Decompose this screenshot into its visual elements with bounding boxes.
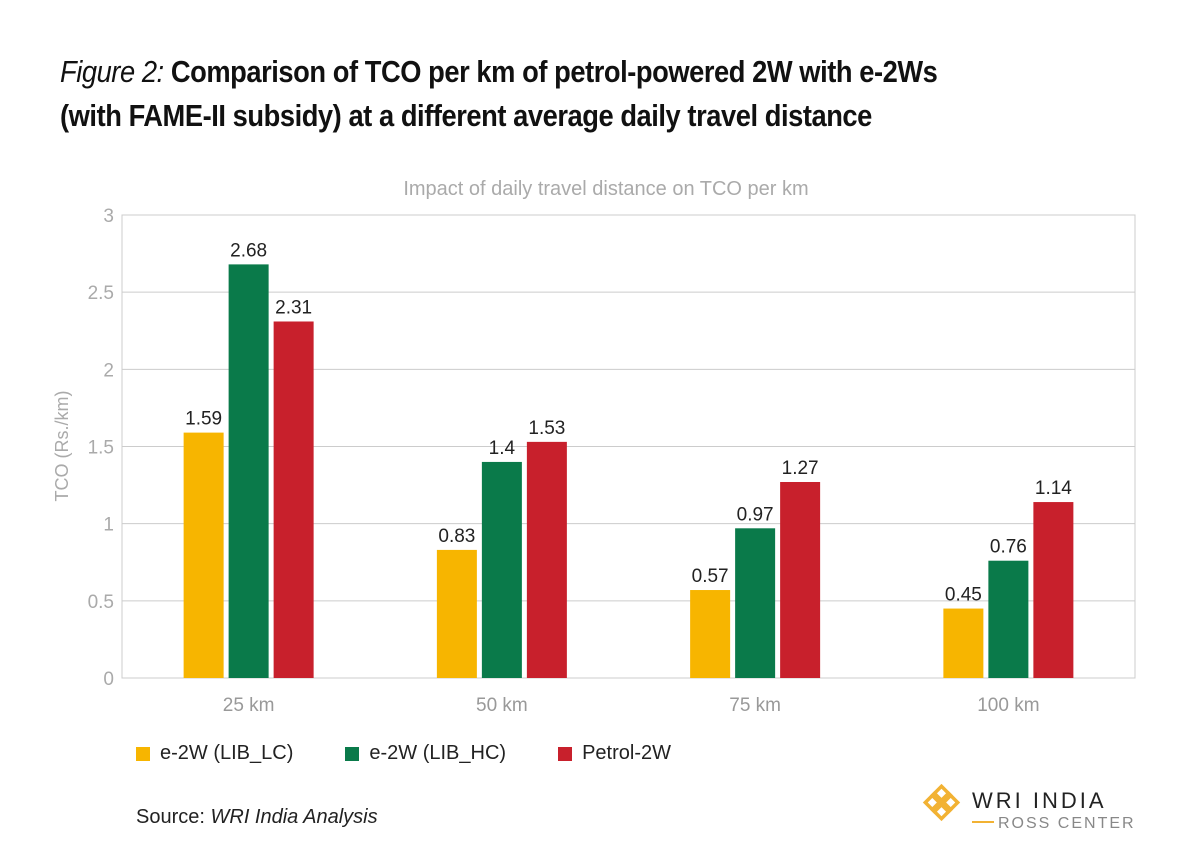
y-tick-label: 2.5 — [88, 283, 114, 304]
knot-icon — [922, 784, 961, 822]
bar — [943, 608, 984, 678]
data-label: 2.68 — [230, 240, 267, 261]
svg-text:WRI INDIA: WRI INDIA — [972, 788, 1107, 813]
x-tick-label: 25 km — [223, 695, 275, 716]
y-tick-label: 0.5 — [88, 592, 114, 613]
bar — [436, 549, 477, 678]
y-tick-label: 2 — [103, 360, 114, 381]
legend-label: Petrol-2W — [582, 742, 671, 764]
x-tick-label: 50 km — [476, 695, 528, 716]
legend-swatch — [136, 746, 150, 761]
legend-swatch — [345, 746, 360, 761]
y-tick-label: 3 — [103, 206, 114, 227]
figure-title: Figure 2: Comparison of TCO per km of pe… — [60, 50, 940, 138]
data-label: 0.76 — [990, 537, 1027, 558]
x-tick-label: 75 km — [729, 695, 781, 716]
bar — [183, 432, 224, 678]
bar — [780, 481, 821, 678]
bar — [1033, 502, 1074, 678]
legend-swatch — [558, 746, 573, 761]
y-tick-label: 0 — [103, 669, 114, 690]
legend-item-lib-hc: e-2W (LIB_HC) — [345, 742, 506, 765]
bar — [735, 528, 776, 678]
data-label: 1.14 — [1035, 478, 1072, 499]
wri-india-logo: WRI INDIA ROSS CENTER — [922, 784, 1136, 832]
data-label: 0.45 — [945, 585, 982, 606]
x-tick-label: 100 km — [977, 695, 1039, 716]
figure-title-line2: (with FAME-II subsidy) at a different av… — [60, 98, 872, 133]
legend-label: e-2W (LIB_LC) — [160, 742, 294, 764]
data-label: 0.83 — [438, 526, 475, 547]
bar — [228, 264, 269, 678]
data-label: 1.27 — [782, 458, 819, 479]
y-tick-label: 1 — [103, 515, 114, 536]
figure-label: Figure 2: — [60, 54, 164, 89]
source-label: Source: — [136, 806, 205, 828]
data-label: 0.97 — [737, 504, 774, 525]
svg-text:ROSS CENTER: ROSS CENTER — [998, 815, 1136, 832]
y-axis-label: TCO (Rs./km) — [52, 391, 72, 502]
bar — [988, 560, 1029, 678]
data-label: 1.53 — [528, 418, 565, 439]
source-value: WRI India Analysis — [210, 806, 378, 828]
chart-title: Impact of daily travel distance on TCO p… — [403, 178, 808, 200]
bar — [481, 461, 522, 678]
bar — [526, 441, 567, 678]
data-label: 0.57 — [692, 566, 729, 587]
legend-item-lib-lc: e-2W (LIB_LC) — [136, 742, 293, 765]
source-note: Source: WRI India Analysis — [136, 806, 378, 829]
data-label: 2.31 — [275, 297, 312, 318]
data-label: 1.4 — [489, 438, 516, 459]
data-label: 1.59 — [185, 409, 222, 430]
bar — [273, 321, 314, 678]
figure-title-line1: Comparison of TCO per km of petrol-power… — [170, 54, 938, 89]
legend: e-2W (LIB_LC) e-2W (LIB_HC) Petrol-2W — [136, 742, 671, 765]
legend-item-petrol: Petrol-2W — [558, 742, 671, 765]
bar — [690, 590, 731, 678]
y-tick-label: 1.5 — [88, 438, 114, 459]
legend-label: e-2W (LIB_HC) — [369, 742, 507, 764]
